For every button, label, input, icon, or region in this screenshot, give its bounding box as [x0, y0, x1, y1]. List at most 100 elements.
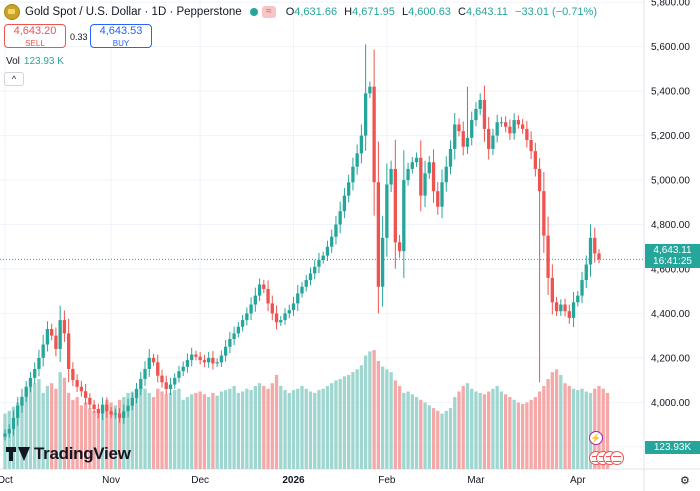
buy-button[interactable]: 4,643.53 BUY — [90, 24, 152, 48]
candle-body — [342, 195, 347, 212]
candle-body — [597, 253, 601, 260]
volume-bar — [143, 388, 147, 469]
buy-price: 4,643.53 — [99, 25, 143, 37]
candle-body — [24, 386, 28, 397]
candle-body — [75, 380, 79, 387]
low-value: 4,600.63 — [408, 6, 451, 18]
candle-body — [554, 302, 559, 312]
volume-bar — [576, 390, 580, 469]
candle-body — [240, 320, 245, 327]
candle-body — [185, 360, 190, 367]
volume-bar — [520, 403, 525, 469]
volume-bar — [122, 397, 126, 469]
volume-bar — [291, 390, 296, 469]
volume-bar — [228, 388, 232, 469]
candle-body — [262, 284, 266, 289]
volume-bar — [423, 402, 427, 469]
volume-bar — [495, 385, 499, 469]
candle-body — [164, 382, 168, 389]
volume-bar — [33, 383, 37, 469]
candle-body — [440, 182, 444, 207]
volume-bar — [54, 388, 58, 469]
candle-body — [427, 162, 431, 174]
market-status-icon — [249, 8, 258, 16]
candle-body — [453, 124, 457, 149]
volume-bar — [20, 399, 24, 469]
flash-event-icon[interactable]: ⚡ — [589, 431, 603, 445]
volume-bar — [232, 385, 236, 469]
candle-body — [274, 313, 279, 323]
sell-button[interactable]: 4,643.20 SELL — [4, 24, 66, 48]
volume-bar — [508, 397, 512, 469]
volume-bar — [478, 392, 482, 469]
candle-body — [338, 211, 342, 225]
time-axis[interactable]: Oct Nov Dec 2026 Feb Mar Apr — [0, 475, 586, 486]
candle-body — [223, 346, 228, 356]
volume-bar — [190, 394, 194, 469]
volume-bar — [470, 388, 474, 469]
volume-bar — [75, 397, 79, 469]
volume-bar — [559, 374, 563, 469]
volume-bar — [448, 408, 453, 469]
us-flag-event-icon[interactable] — [610, 451, 624, 465]
volume-bar — [385, 369, 389, 469]
candle-body — [546, 235, 550, 278]
change-value: −33.01 (−0.71%) — [515, 6, 597, 18]
candle-body — [41, 344, 45, 358]
candle-body — [105, 404, 109, 412]
candle-body — [334, 224, 338, 237]
collapse-legend-button[interactable]: ^ — [4, 72, 24, 86]
candle-body — [50, 328, 54, 336]
candle-body — [3, 433, 7, 437]
candle-body — [245, 313, 249, 321]
volume-bar — [313, 392, 317, 469]
candle-body — [28, 377, 33, 387]
candle-body — [126, 405, 130, 412]
volume-bar — [380, 366, 385, 469]
candle-body — [571, 302, 576, 318]
candle-body — [304, 280, 308, 287]
volume-bar — [168, 392, 173, 469]
price-tick-label: 4,600.00 — [651, 264, 690, 275]
settings-gear-icon[interactable]: ⚙ — [680, 475, 690, 487]
volume-bar — [419, 399, 423, 469]
candle-body — [37, 357, 41, 369]
volume-bar — [126, 392, 130, 469]
price-axis[interactable]: 3,800.004,000.004,200.004,400.004,600.00… — [651, 0, 690, 453]
volume-bar — [588, 392, 593, 469]
symbol-title[interactable]: Gold Spot / U.S. Dollar · 1D · Peppersto… — [25, 6, 242, 18]
candle-body — [249, 304, 253, 314]
high-label: H — [344, 6, 353, 18]
candle-body — [448, 148, 453, 167]
volume-bar — [100, 406, 105, 469]
open-label: O — [285, 6, 295, 18]
tradingview-logo[interactable]: TradingView — [6, 444, 131, 464]
volume-bar — [389, 372, 393, 469]
candle-body — [512, 120, 516, 134]
candle-body — [16, 405, 20, 418]
volume-bar — [62, 377, 67, 469]
candle-body — [461, 131, 465, 147]
price-tick-label: 5,000.00 — [651, 176, 690, 187]
gold-symbol-icon — [4, 4, 20, 20]
time-tick-label: Mar — [467, 475, 485, 486]
candle-body — [474, 108, 478, 121]
candle-body — [300, 286, 304, 294]
candle-body — [397, 242, 402, 252]
candle-body — [62, 320, 67, 334]
volume-bar — [236, 392, 241, 469]
volume-bar — [113, 405, 117, 469]
volume-legend[interactable]: Vol 123.93 K — [6, 56, 64, 67]
candle-body — [122, 411, 126, 418]
volume-bar — [211, 392, 215, 469]
bar-countdown: 16:41:25 — [653, 256, 692, 267]
candle-body — [504, 122, 508, 127]
candle-body — [117, 413, 122, 418]
volume-bar — [444, 410, 448, 469]
candle-body — [520, 124, 525, 129]
candle-body — [321, 255, 325, 261]
volume-bar — [402, 392, 406, 469]
price-tick-label: 4,200.00 — [651, 353, 690, 364]
candle-body — [393, 168, 397, 243]
